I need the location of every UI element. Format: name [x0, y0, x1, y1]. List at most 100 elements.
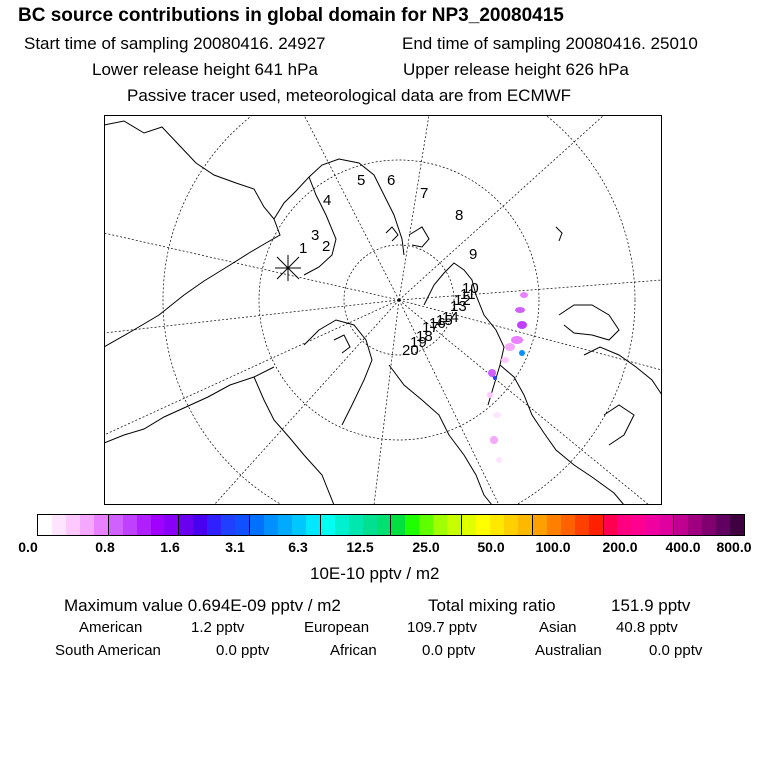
colorbar-swatch	[249, 515, 264, 535]
colorbar-swatch	[178, 515, 194, 535]
colorbar-swatch	[531, 515, 547, 535]
colorbar-swatch	[150, 515, 165, 535]
region-value: 40.8 pptv	[616, 619, 678, 636]
colorbar-swatch	[193, 515, 208, 535]
colorbar-swatch	[503, 515, 518, 535]
trajectory-label: 4	[323, 192, 331, 209]
colorbar-swatch	[602, 515, 618, 535]
colorbar-swatch	[617, 515, 632, 535]
colorbar-tick: 50.0	[477, 539, 505, 555]
colorbar-swatch	[235, 515, 250, 535]
colorbar-swatch	[574, 515, 589, 535]
region-name: Asian	[539, 619, 577, 636]
colorbar-tick: 12.5	[346, 539, 374, 555]
colorbar-swatch	[729, 515, 744, 535]
colorbar-swatch	[136, 515, 151, 535]
colorbar-tick: 1.6	[160, 539, 180, 555]
colorbar-tick: 400.0	[665, 539, 701, 555]
colorbar-swatch	[348, 515, 363, 535]
colorbar-swatch	[122, 515, 137, 535]
colorbar-swatch	[673, 515, 689, 535]
region-name: European	[304, 619, 370, 636]
colorbar-swatch	[207, 515, 222, 535]
trajectory-label: 13	[450, 298, 467, 315]
region-value: 109.7 pptv	[407, 619, 478, 636]
colorbar-tick: 800.0	[716, 539, 752, 555]
colorbar-swatch	[546, 515, 561, 535]
colorbar-swatch	[490, 515, 504, 535]
release-point-marker	[275, 255, 301, 281]
colorbar-swatch	[631, 515, 646, 535]
total-mixing-label: Total mixing ratio	[428, 596, 556, 615]
trajectory-label: 3	[311, 227, 319, 244]
trajectory-label: 5	[357, 172, 365, 189]
trajectory-label: 12	[454, 292, 471, 309]
trajectory-label: 11	[460, 286, 476, 303]
page-title: BC source contributions in global domain…	[18, 5, 564, 26]
colorbar-swatch	[447, 515, 462, 535]
trajectory-label: 16	[429, 315, 446, 332]
max-value-text: Maximum value 0.694E-09 pptv / m2	[64, 596, 341, 615]
lower-release-height-text: Lower release height 641 hPa	[92, 60, 318, 79]
colorbar-swatch	[291, 515, 306, 535]
region-value: 0.0 pptv	[649, 642, 703, 659]
trajectory-label: 6	[387, 172, 395, 189]
colorbar-swatch	[716, 515, 730, 535]
colorbar-tick: 6.3	[288, 539, 308, 555]
colorbar-swatch	[107, 515, 123, 535]
colorbar	[37, 514, 745, 536]
colorbar-swatch	[65, 515, 80, 535]
colorbar-swatch	[405, 515, 420, 535]
colorbar-tick: 200.0	[602, 539, 638, 555]
trajectory-label: 8	[455, 207, 463, 224]
colorbar-tick: 3.1	[225, 539, 245, 555]
colorbar-swatch	[319, 515, 335, 535]
colorbar-swatch	[688, 515, 703, 535]
trajectory-labels: 1 2 3 4 5 6 7 8 9 10 11 12 13 14 15 16 1…	[299, 172, 479, 359]
region-name: African	[330, 642, 377, 659]
colorbar-tick: 100.0	[535, 539, 571, 555]
start-time-text: Start time of sampling 20080416. 24927	[24, 34, 326, 53]
region-value: 0.0 pptv	[216, 642, 270, 659]
polar-map: 1 2 3 4 5 6 7 8 9 10 11 12 13 14 15 16 1…	[104, 115, 662, 505]
meridians	[104, 115, 662, 505]
colorbar-tick: 25.0	[412, 539, 440, 555]
region-value: 1.2 pptv	[191, 619, 245, 636]
trajectory-label: 17	[422, 319, 439, 336]
colorbar-swatch	[362, 515, 377, 535]
colorbar-swatch	[264, 515, 278, 535]
trajectory-label: 20	[402, 342, 419, 359]
trajectory-label: 18	[416, 328, 433, 345]
trajectory-label: 10	[462, 280, 479, 297]
colorbar-swatch	[277, 515, 292, 535]
total-mixing-value: 151.9 pptv	[611, 596, 691, 615]
latitude-circles	[162, 115, 636, 505]
colorbar-swatch	[560, 515, 575, 535]
colorbar-swatch	[305, 515, 320, 535]
colorbar-swatch	[645, 515, 660, 535]
tracer-note-text: Passive tracer used, meteorological data…	[127, 86, 572, 105]
coastlines	[104, 120, 662, 505]
colorbar-swatch	[702, 515, 716, 535]
colorbar-swatch	[517, 515, 532, 535]
colorbar-swatch	[419, 515, 434, 535]
colorbar-swatch	[38, 515, 52, 535]
trajectory-label: 19	[410, 334, 427, 351]
colorbar-swatch	[51, 515, 66, 535]
colorbar-swatch	[476, 515, 490, 535]
concentration-patches	[487, 292, 528, 463]
colorbar-swatch	[164, 515, 179, 535]
region-name: South American	[55, 642, 161, 659]
region-value: 0.0 pptv	[422, 642, 476, 659]
colorbar-swatch	[221, 515, 236, 535]
region-name: American	[79, 619, 143, 636]
trajectory-label: 14	[442, 309, 459, 326]
colorbar-tick: 0.8	[95, 539, 115, 555]
trajectory-label: 7	[420, 185, 428, 202]
colorbar-unit-label: 10E-10 pptv / m2	[310, 564, 440, 583]
colorbar-swatch	[390, 515, 406, 535]
colorbar-swatch	[433, 515, 448, 535]
trajectory-label: 9	[469, 246, 477, 263]
colorbar-swatch	[461, 515, 477, 535]
colorbar-swatch	[79, 515, 94, 535]
